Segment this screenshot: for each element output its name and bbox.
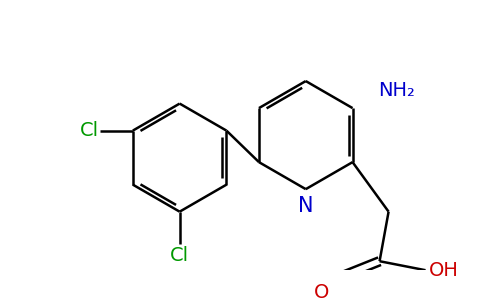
- Text: Cl: Cl: [170, 246, 189, 265]
- Text: N: N: [298, 196, 314, 216]
- Text: O: O: [314, 283, 329, 300]
- Text: Cl: Cl: [79, 121, 99, 140]
- Text: OH: OH: [429, 261, 459, 280]
- Text: NH₂: NH₂: [378, 81, 415, 100]
